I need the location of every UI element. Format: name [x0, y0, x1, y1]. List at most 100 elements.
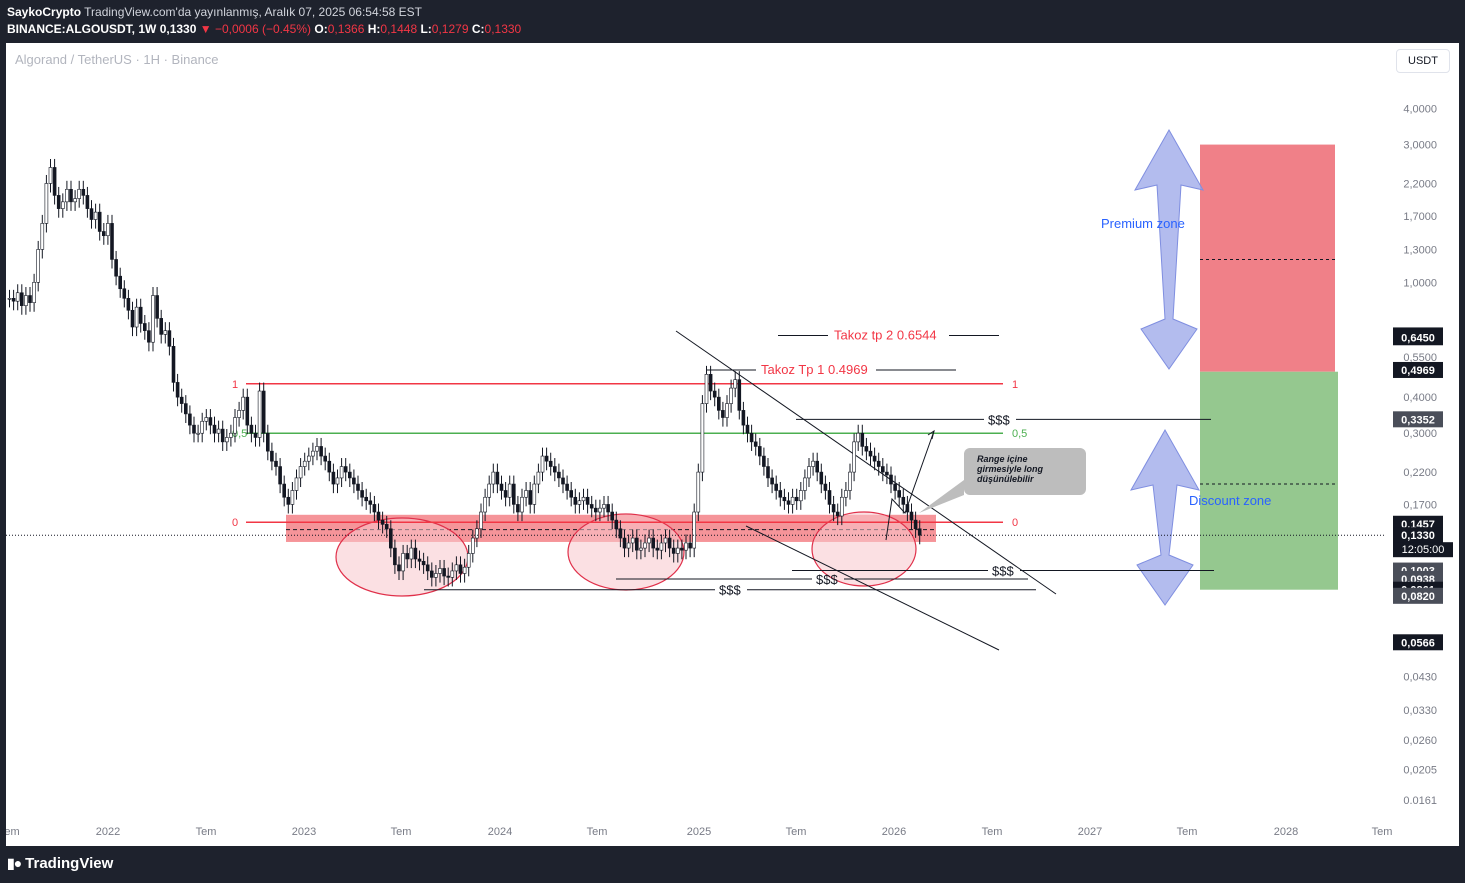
candle-body: [454, 564, 459, 572]
candle-body: [581, 496, 586, 502]
candle-body: [737, 379, 742, 411]
candle-body: [663, 537, 668, 544]
candle-body: [40, 223, 45, 250]
candle-body: [897, 490, 902, 498]
x-tick-label: em: [6, 826, 20, 838]
candle-body: [741, 410, 746, 426]
chart-header: SaykoCrypto TradingView.com'da yayınlanm…: [0, 0, 1465, 42]
candle-body: [89, 208, 94, 220]
candle-body: [323, 455, 328, 462]
open-label: O:: [314, 22, 328, 36]
candle-body: [44, 183, 49, 224]
candle-body: [384, 524, 389, 530]
candle-body: [159, 318, 163, 335]
candle-body: [794, 496, 799, 502]
candle-body: [409, 547, 414, 560]
candle-body: [811, 460, 815, 467]
tp1-label: Takoz Tp 1 0.4969: [761, 362, 868, 377]
candle-body: [725, 403, 729, 418]
candle-body: [479, 511, 483, 530]
candle-body: [298, 466, 303, 479]
candle-body: [733, 379, 738, 389]
candle-body: [684, 542, 688, 551]
annotation-callout: [964, 448, 1086, 495]
candle-body: [823, 483, 828, 491]
author-name[interactable]: SaykoCrypto: [7, 5, 82, 19]
price-badge: [1393, 527, 1443, 544]
candle-body: [294, 477, 299, 491]
candle-body: [233, 417, 237, 434]
candle-body: [561, 477, 565, 485]
candle-body: [827, 490, 832, 505]
price-badge-label: 0,1330: [1401, 530, 1435, 542]
candle-body: [438, 568, 442, 574]
candle-body: [671, 547, 676, 554]
candle-body: [704, 374, 709, 404]
candle-body: [352, 477, 356, 485]
candle-body: [7, 298, 12, 300]
candle-body: [229, 432, 233, 438]
candle-body: [196, 432, 200, 435]
candle-body: [106, 223, 110, 237]
price-axis: [1386, 43, 1459, 846]
candle-body: [261, 390, 266, 434]
premium-zone-label: Premium zone: [1101, 216, 1185, 231]
price-badge-label: 0,3352: [1401, 414, 1435, 426]
x-tick-label: 2024: [488, 826, 512, 838]
candle-body: [630, 537, 635, 544]
candle-body: [93, 211, 98, 220]
chart-pane[interactable]: 1 1 0,5 0,5 0 0 Takoz tp 2 0.6544 Takoz Tp 1 0.…: [6, 43, 1459, 846]
candle-body: [278, 466, 282, 485]
x-tick-label: Tem: [1177, 826, 1198, 838]
price-badge: [1393, 411, 1443, 428]
candle-body: [270, 450, 274, 462]
candle-body: [692, 511, 697, 549]
candle-body: [598, 507, 602, 513]
tp2-label: Takoz tp 2 0.6544: [834, 327, 937, 342]
tradingview-logo[interactable]: ▮● TradingView: [7, 855, 113, 872]
candle-body: [876, 460, 881, 467]
candle-body: [786, 500, 791, 505]
y-tick-label: 1,7000: [1403, 211, 1437, 223]
candle-body: [511, 483, 516, 505]
annotation-pointer: [919, 480, 964, 513]
candle-body: [753, 441, 758, 447]
brand-name: TradingView: [25, 855, 114, 872]
candle-body: [848, 471, 852, 491]
candle-body: [335, 477, 340, 485]
candle-body: [368, 500, 373, 505]
candle-body: [536, 471, 541, 485]
fib-level-1-label-right: 1: [1012, 379, 1018, 391]
candle-body: [212, 424, 217, 434]
price-badge: [1393, 361, 1443, 378]
candle-body: [130, 309, 135, 328]
candle-body: [745, 424, 750, 434]
discount-arrow: [1130, 428, 1200, 606]
candle-body: [909, 511, 914, 521]
candle-body: [602, 504, 606, 509]
currency-button[interactable]: USDT: [1396, 49, 1450, 73]
countdown-label: 12:05:00: [1402, 544, 1445, 556]
candle-body: [388, 528, 393, 549]
y-tick-label: 4,0000: [1403, 104, 1437, 116]
fib-level-1-label-left: 1: [232, 379, 238, 391]
projection-arrowhead: [927, 429, 935, 440]
symbol-label[interactable]: BINANCE:ALGOUSDT, 1W: [7, 22, 157, 36]
high-value: 0,1448: [380, 22, 418, 36]
candle-body: [614, 519, 619, 530]
liquidity-label: $$$: [719, 583, 741, 598]
candle-body: [716, 396, 721, 411]
candle-body: [528, 490, 533, 505]
candle-body: [618, 528, 623, 539]
candle-body: [397, 564, 401, 572]
candle-body: [655, 547, 660, 551]
candle-body: [327, 460, 332, 473]
x-tick-label: 2022: [96, 826, 120, 838]
candle-body: [339, 466, 344, 479]
candle-body: [634, 537, 639, 551]
x-tick-label: Tem: [982, 826, 1003, 838]
price-badge-label: 0,0820: [1401, 591, 1435, 603]
candle-body: [782, 496, 787, 502]
y-tick-label: 0,1700: [1403, 499, 1437, 511]
